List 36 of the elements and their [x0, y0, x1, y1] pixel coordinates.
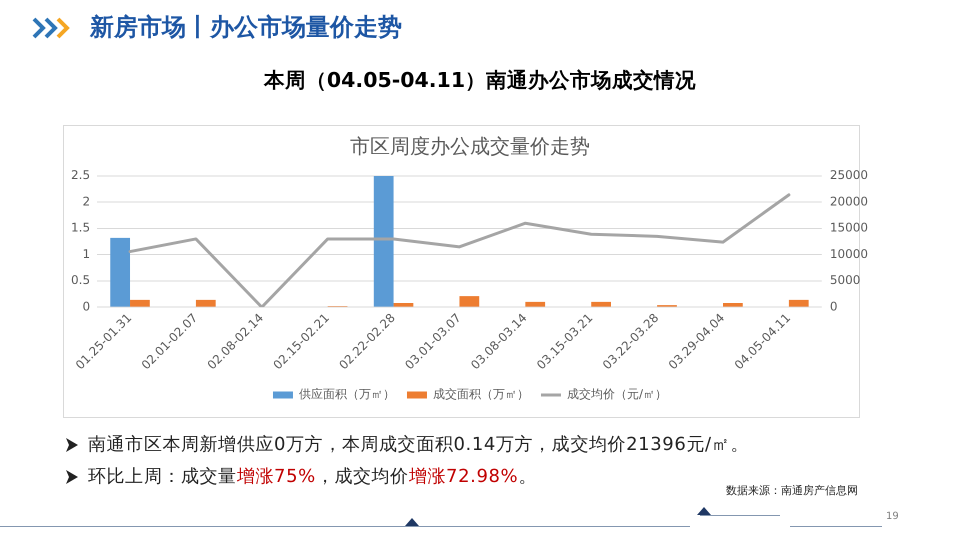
y-tick-label: 2.5 — [70, 168, 90, 182]
text: ，成交均价 — [316, 466, 409, 487]
y-tick-label: 2 — [82, 194, 90, 208]
y2-tick-label: 5000 — [830, 273, 860, 288]
y-tick-label: 0.5 — [70, 273, 90, 288]
source-note: 数据来源：南通房产信息网 — [726, 484, 858, 498]
bar — [459, 296, 480, 307]
text: 增涨72.98% — [408, 466, 518, 487]
bar — [196, 300, 216, 307]
y2-tick-label: 15000 — [830, 220, 868, 235]
legend-label: 成交面积（万㎡） — [432, 387, 529, 402]
text: 新房市场丨办公市场量价走势 — [90, 12, 402, 43]
bar — [723, 302, 743, 307]
text: 。 — [518, 466, 537, 487]
legend-label: 成交均价（元/㎡） — [566, 387, 668, 402]
bar — [525, 302, 546, 307]
bar — [591, 302, 611, 307]
y2-tick-label: 20000 — [830, 194, 868, 208]
y2-tick-label: 0 — [830, 299, 838, 314]
text: 增涨75% — [236, 466, 316, 487]
text: 南通市区本周新增供应0万方，本周成交面积0.14万方，成交均价21396元/㎡。 — [88, 433, 749, 456]
text: 环比上周：成交量 — [88, 466, 237, 487]
bar — [394, 302, 414, 307]
bar — [788, 300, 809, 307]
bar — [110, 238, 130, 307]
chart-subtitle: 本周（04.05-04.11）南通办公市场成交情况 — [262, 67, 698, 94]
bar — [130, 300, 150, 307]
y-tick-label: 0 — [82, 299, 90, 314]
chart-title: 市区周度办公成交量价走势 — [350, 134, 590, 158]
text: 19 — [886, 511, 899, 522]
y-tick-label: 1 — [82, 246, 90, 261]
y2-tick-label: 10000 — [830, 246, 868, 261]
legend-label: 供应面积（万㎡） — [298, 387, 395, 402]
y2-tick-label: 25000 — [830, 168, 868, 182]
bar — [374, 176, 394, 307]
y-tick-label: 1.5 — [70, 220, 90, 235]
